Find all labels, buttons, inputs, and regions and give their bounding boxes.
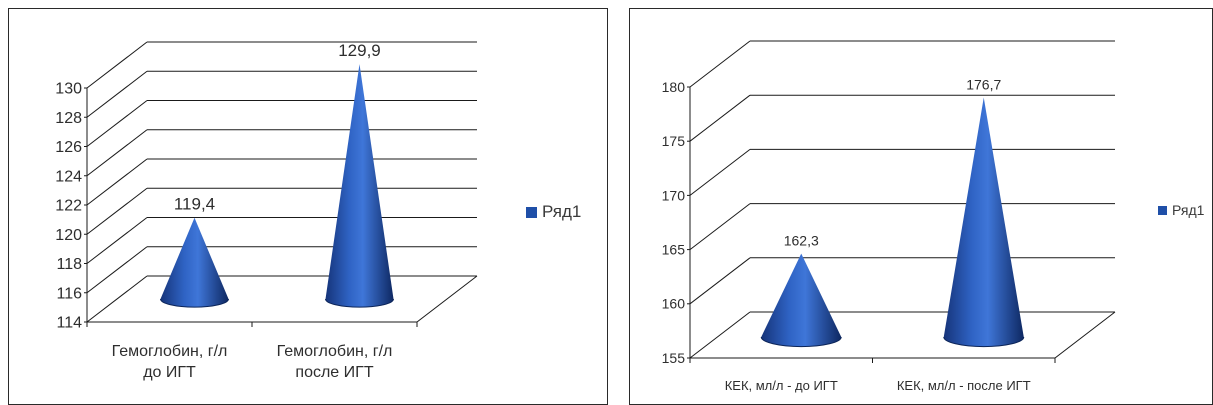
gridline-diagonal (86, 246, 148, 294)
cone-chart-kek: 155 160 165 170 175 180 КЕК, мл/л - до ИГТ КЕК,… (662, 40, 1116, 393)
cone-base-edge (160, 298, 229, 308)
floor-edge (690, 311, 1116, 359)
cone-bar (160, 217, 229, 308)
gridline-diagonal (689, 40, 751, 88)
gridline-diagonal (86, 158, 148, 206)
data-label: 129,9 (338, 41, 381, 60)
y-tick-label: 122 (55, 198, 82, 215)
y-tick-label: 124 (55, 168, 82, 185)
chart-panel-hemoglobin: 114 116 118 120 122 124 126 128 130 Гемоглобин, г… (8, 8, 608, 405)
y-tick-label: 160 (662, 296, 686, 312)
gridline-diagonal (86, 70, 148, 118)
cone-base-edge (325, 298, 394, 308)
cone-bar (325, 64, 394, 308)
x-category-label: Гемоглобин, г/л после ИГТ (277, 343, 393, 381)
cone-bar (943, 97, 1024, 347)
y-tick-label: 126 (55, 139, 82, 156)
legend: Ряд1 (526, 202, 581, 222)
y-tick-label: 114 (56, 315, 82, 332)
gridline-diagonal (86, 129, 148, 177)
y-tick-label: 170 (662, 187, 686, 203)
cone-base-edge (943, 336, 1025, 348)
gridline-diagonal (689, 257, 751, 305)
x-category-label: КЕК, мл/л - до ИГТ (725, 378, 838, 393)
legend-swatch (526, 206, 537, 218)
y-tick-label: 116 (56, 285, 82, 302)
y-tick-label: 155 (662, 350, 686, 366)
legend-label: Ряд1 (1172, 202, 1205, 218)
y-tick-label: 180 (662, 79, 686, 95)
chart-panel-kek: 155 160 165 170 175 180 КЕК, мл/л - до ИГТ КЕК,… (629, 8, 1213, 405)
gridline-diagonal (689, 311, 751, 359)
gridline-diagonal (86, 217, 148, 264)
x-category-label: Гемоглобин, г/л до ИГТ (112, 343, 228, 381)
data-label: 162,3 (784, 233, 819, 249)
legend-swatch (1158, 205, 1167, 215)
gridline-diagonal (689, 94, 751, 142)
gridline-diagonal (86, 275, 148, 323)
y-tick-label: 165 (662, 242, 686, 258)
data-label: 119,4 (174, 195, 215, 214)
legend-label: Ряд1 (542, 202, 582, 221)
x-category-label: КЕК, мл/л - после ИГТ (897, 378, 1031, 393)
floor-edge (87, 275, 478, 323)
gridline-diagonal (86, 187, 148, 235)
gridline-diagonal (689, 203, 751, 250)
y-tick-label: 175 (662, 133, 686, 149)
y-tick-label: 118 (56, 256, 82, 273)
gridline-diagonal (86, 100, 148, 147)
cone-chart-hemoglobin: 114 116 118 120 122 124 126 128 130 Гемоглобин, г… (55, 41, 478, 381)
y-tick-label: 120 (55, 227, 82, 244)
cone-bar (761, 253, 842, 347)
gridline-diagonal (86, 41, 148, 89)
gridline-diagonal (689, 149, 751, 196)
legend: Ряд1 (1158, 202, 1204, 218)
cone-base-edge (760, 336, 842, 348)
y-tick-label: 130 (55, 81, 82, 98)
data-label: 176,7 (966, 76, 1001, 92)
y-tick-label: 128 (55, 110, 82, 127)
